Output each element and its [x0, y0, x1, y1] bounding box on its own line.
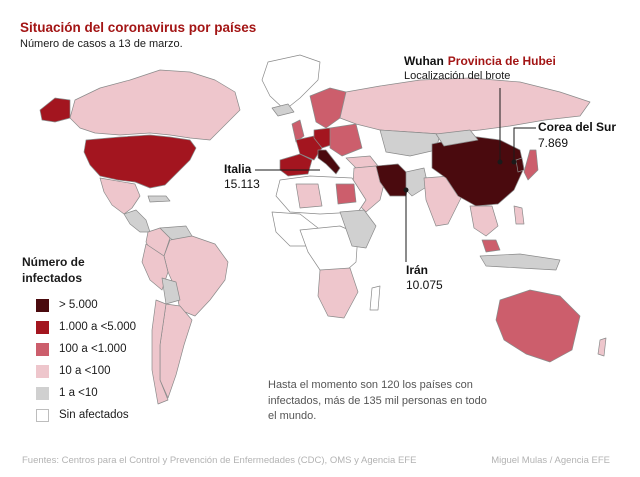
legend-label: 10 a <100: [59, 365, 111, 377]
country-pakistan: [405, 167, 429, 197]
wuhan-callout: Wuhan Provincia de Hubei: [404, 52, 556, 70]
legend-title-line1: Número de: [22, 255, 85, 269]
legend-swatch: [36, 408, 49, 422]
legend-label: 1 a <10: [59, 387, 98, 399]
page-title: Situación del coronavirus por países: [20, 20, 257, 35]
legend-item: > 5.000: [36, 298, 98, 312]
country-japan: [523, 149, 539, 181]
country-indonesia: [479, 253, 561, 271]
country-usa: [83, 134, 197, 189]
wuhan-sublabel: Localización del brote: [404, 70, 511, 82]
country-uk: [291, 119, 305, 143]
korea-leader-line: [513, 127, 536, 162]
sources-footer: Fuentes: Centros para el Control y Preve…: [22, 455, 417, 466]
country-malaysia: [481, 239, 501, 253]
country-south-korea: [515, 157, 525, 173]
legend-swatch: [36, 320, 49, 334]
summary-note: Hasta el momento son 120 los países con …: [268, 379, 487, 422]
legend-swatch: [36, 298, 49, 312]
korea-value: 7.869: [538, 136, 569, 150]
legend-label: Sin afectados: [59, 409, 129, 421]
country-kazakhstan: [379, 129, 441, 157]
iran-marker: [403, 187, 409, 193]
country-china: [431, 135, 525, 207]
country-scandinavia: [309, 87, 347, 129]
italy-value: 15.113: [224, 177, 260, 191]
country-australia: [495, 289, 581, 363]
legend-item: 1.000 a <5.000: [36, 320, 136, 334]
korea-label: Corea del Sur: [538, 120, 617, 134]
legend-swatch: [36, 364, 49, 378]
wuhan-label: Wuhan: [404, 54, 444, 68]
legend-item: 100 a <1.000: [36, 342, 126, 356]
legend-swatch: [36, 342, 49, 356]
country-cuba: [147, 195, 171, 203]
legend-label: 100 a <1.000: [59, 343, 127, 355]
page-subtitle: Número de casos a 13 de marzo.: [20, 38, 183, 50]
country-argentina: [159, 303, 193, 399]
country-brazil: [163, 235, 229, 317]
country-mexico: [99, 177, 141, 215]
legend-item: Sin afectados: [36, 408, 129, 422]
legend-swatch: [36, 386, 49, 400]
country-italy: [317, 149, 341, 175]
country-iceland: [271, 103, 295, 117]
legend-title-line2: infectados: [22, 271, 83, 285]
country-new-zealand: [597, 337, 607, 357]
iran-label: Irán: [406, 263, 429, 277]
country-east-africa: [339, 209, 377, 249]
legend-item: 1 a <10: [36, 386, 98, 400]
hubei-label: Provincia de Hubei: [447, 54, 556, 68]
country-central-america: [123, 209, 151, 233]
country-greenland: [261, 54, 321, 111]
iran-value: 10.075: [406, 278, 443, 292]
country-algeria: [295, 183, 323, 209]
korea-marker: [511, 159, 517, 165]
country-philippines: [513, 205, 525, 225]
wuhan-marker: [497, 159, 503, 165]
legend-label: 1.000 a <5.000: [59, 321, 137, 333]
country-canada: [69, 69, 241, 141]
country-south-africa: [317, 267, 359, 319]
country-egypt: [335, 183, 357, 205]
credit-footer: Miguel Mulas / Agencia EFE: [491, 455, 610, 466]
country-southeast-asia: [469, 205, 499, 237]
country-eastern-europe: [329, 123, 363, 157]
legend-label: > 5.000: [59, 299, 98, 311]
legend-item: 10 a <100: [36, 364, 110, 378]
country-bolivia: [161, 277, 181, 305]
italy-label: Italia: [224, 162, 252, 176]
country-alaska: [39, 97, 71, 123]
legend-title: Número de infectados: [22, 254, 85, 286]
country-peru: [141, 243, 169, 291]
country-germany: [313, 127, 335, 149]
country-mongolia: [435, 129, 479, 147]
country-chile: [151, 299, 169, 405]
country-madagascar: [369, 285, 381, 311]
